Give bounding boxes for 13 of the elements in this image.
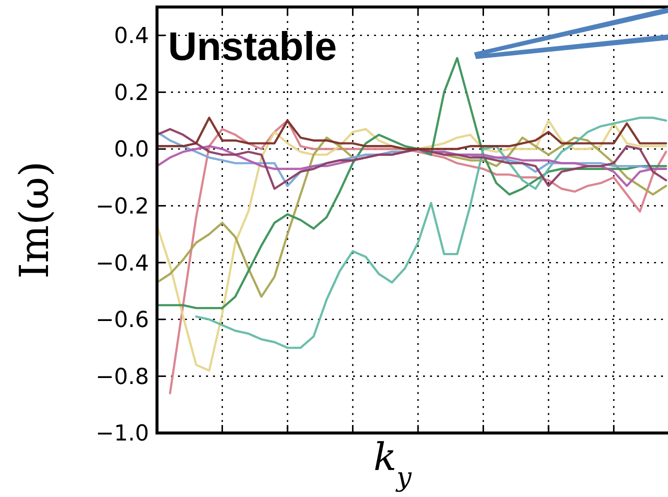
x-axis-title: k$_{y}$ <box>373 435 412 492</box>
y-tick-label: 0.0 <box>114 138 149 163</box>
annotation: Unstable <box>168 25 337 69</box>
y-tick-label: 0.4 <box>114 24 149 50</box>
y-axis-title: Im(ω) <box>12 161 58 279</box>
line-series <box>195 116 668 349</box>
y-tick-label: −0.4 <box>96 251 149 276</box>
y-tick-label: 0.2 <box>114 80 149 106</box>
y-tick-label: −0.8 <box>96 364 149 390</box>
y-tick-label: −1.0 <box>96 422 149 447</box>
line-series <box>156 116 668 150</box>
y-tick-label: −0.2 <box>96 194 149 220</box>
y-tick-label: −0.6 <box>96 308 149 334</box>
